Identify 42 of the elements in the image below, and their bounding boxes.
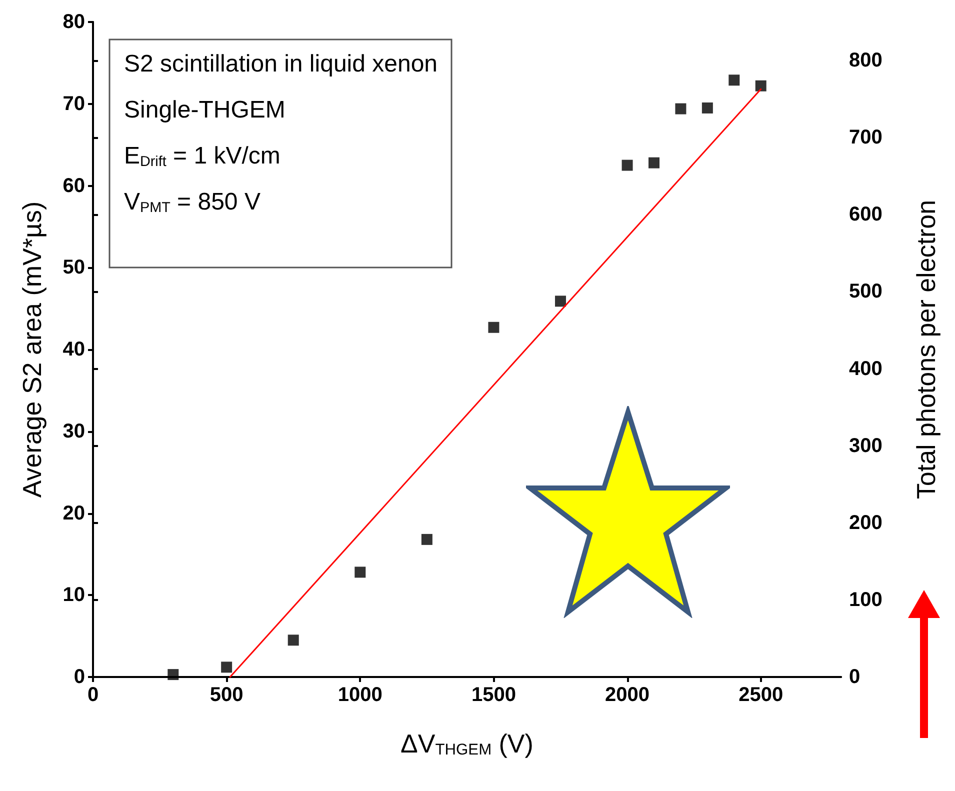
point bbox=[421, 534, 432, 545]
y2-tick-label: 500 bbox=[849, 280, 882, 303]
point bbox=[488, 322, 500, 333]
y2-tick-label: 800 bbox=[849, 50, 882, 72]
point bbox=[675, 103, 686, 114]
y-tick-label: 50 bbox=[62, 256, 85, 279]
y-tick-label: 30 bbox=[62, 420, 85, 442]
y2-axis-title: Total photons per electron bbox=[911, 200, 941, 500]
x-axis-title: ΔVTHGEM (V) bbox=[400, 728, 534, 758]
y-axis-title: Average S2 area (mV*µs) bbox=[17, 201, 47, 498]
x-tick-label: 500 bbox=[210, 684, 244, 706]
x-tick-label: 0 bbox=[87, 684, 99, 706]
y2-tick-label: 0 bbox=[849, 666, 860, 688]
y2-tick-label: 700 bbox=[849, 126, 882, 149]
point bbox=[354, 566, 366, 578]
annotation: Single-THGEM bbox=[124, 96, 286, 124]
y-tick-label: 40 bbox=[62, 338, 85, 360]
y-tick-label: 0 bbox=[74, 666, 85, 688]
y-tick-label: 10 bbox=[62, 584, 85, 606]
y2-tick-label: 400 bbox=[849, 358, 882, 380]
point bbox=[648, 157, 660, 168]
y2-tick-label: 100 bbox=[849, 588, 882, 611]
point bbox=[728, 74, 740, 86]
point bbox=[288, 634, 299, 646]
point bbox=[555, 296, 566, 307]
point bbox=[168, 669, 179, 680]
y-tick-label: 70 bbox=[62, 92, 85, 115]
annotation: S2 scintillation in liquid xenon bbox=[124, 50, 438, 78]
y-tick-label: 20 bbox=[62, 502, 85, 524]
x-tick-label: 2500 bbox=[738, 684, 784, 706]
y-tick-label: 80 bbox=[62, 11, 85, 33]
point bbox=[221, 662, 232, 673]
y2-tick-label: 600 bbox=[849, 204, 882, 226]
x-tick-label: 2000 bbox=[605, 684, 650, 706]
y2-tick-label: 200 bbox=[849, 512, 882, 534]
y2-tick-label: 300 bbox=[849, 434, 882, 457]
point bbox=[622, 160, 633, 171]
point bbox=[755, 80, 766, 92]
point bbox=[702, 102, 713, 114]
x-tick-label: 1000 bbox=[338, 684, 382, 706]
x-tick-label: 1500 bbox=[471, 684, 516, 706]
y-tick-label: 60 bbox=[62, 174, 85, 197]
